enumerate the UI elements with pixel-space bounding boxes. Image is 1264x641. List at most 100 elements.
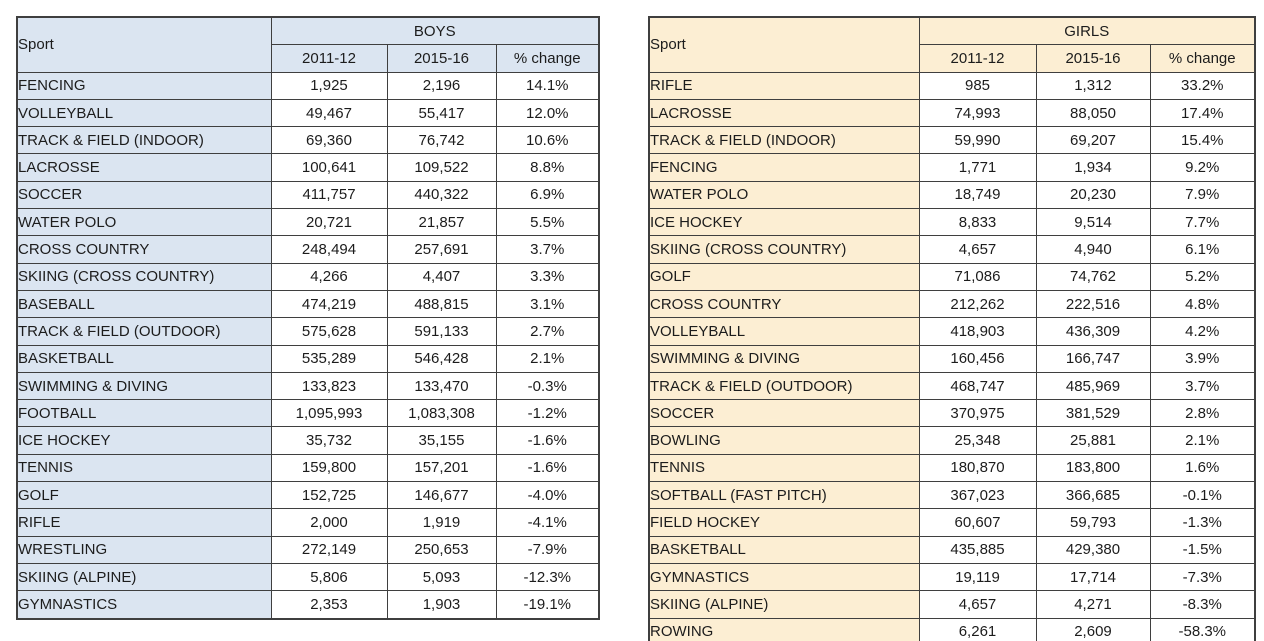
table-row: SOFTBALL (FAST PITCH) 367,023 366,685 -0.1% <box>648 481 1256 510</box>
pct-change-cell: 3.1% <box>495 289 600 319</box>
value-2015-16-cell: 2,196 <box>386 71 497 100</box>
sport-name-cell: TENNIS <box>16 453 272 483</box>
column-header-2015-16: 2015-16 <box>386 44 497 73</box>
value-2011-12-cell: 180,870 <box>918 453 1037 483</box>
value-2011-12-cell: 1,771 <box>918 153 1037 182</box>
value-2015-16-cell: 250,653 <box>386 535 497 564</box>
value-2015-16-cell: 17,714 <box>1035 562 1151 592</box>
sport-name-cell: GOLF <box>16 481 272 510</box>
table-row: CROSS COUNTRY 248,494 257,691 3.7% <box>16 235 600 264</box>
sport-name-cell: FOOTBALL <box>16 399 272 428</box>
sport-name-cell: SOCCER <box>16 180 272 210</box>
pct-change-cell: -58.3% <box>1149 617 1256 641</box>
table-row: FOOTBALL 1,095,993 1,083,308 -1.2% <box>16 399 600 428</box>
value-2015-16-cell: 1,919 <box>386 508 497 537</box>
pct-change-cell: 4.8% <box>1149 289 1256 319</box>
value-2011-12-cell: 100,641 <box>270 153 388 182</box>
pct-change-cell: 8.8% <box>495 153 600 182</box>
value-2015-16-cell: 109,522 <box>386 153 497 182</box>
sport-name-cell: SWIMMING & DIVING <box>648 344 920 373</box>
pct-change-cell: 15.4% <box>1149 126 1256 155</box>
pct-change-cell: 3.7% <box>495 235 600 264</box>
value-2015-16-cell: 381,529 <box>1035 399 1151 428</box>
table-row: FENCING 1,771 1,934 9.2% <box>648 153 1256 182</box>
sport-name-cell: SOFTBALL (FAST PITCH) <box>648 481 920 510</box>
table-row: SKIING (CROSS COUNTRY) 4,657 4,940 6.1% <box>648 235 1256 264</box>
sport-name-cell: SKIING (CROSS COUNTRY) <box>16 262 272 291</box>
value-2011-12-cell: 20,721 <box>270 208 388 237</box>
table-row: TRACK & FIELD (INDOOR) 59,990 69,207 15.4% <box>648 126 1256 155</box>
table-row: TRACK & FIELD (INDOOR) 69,360 76,742 10.6% <box>16 126 600 155</box>
sport-name-cell: WATER POLO <box>648 180 920 210</box>
sport-column-header: Sport <box>648 16 920 73</box>
column-header-pct-change: % change <box>1149 44 1256 73</box>
value-2015-16-cell: 157,201 <box>386 453 497 483</box>
sport-name-cell: RIFLE <box>648 71 920 100</box>
value-2015-16-cell: 146,677 <box>386 481 497 510</box>
pct-change-cell: -1.6% <box>495 453 600 483</box>
pct-change-cell: 3.7% <box>1149 371 1256 401</box>
sport-name-cell: BOWLING <box>648 426 920 455</box>
table-row: SKIING (CROSS COUNTRY) 4,266 4,407 3.3% <box>16 262 600 291</box>
pct-change-cell: 6.1% <box>1149 235 1256 264</box>
column-header-pct-change: % change <box>495 44 600 73</box>
value-2015-16-cell: 25,881 <box>1035 426 1151 455</box>
value-2015-16-cell: 591,133 <box>386 317 497 346</box>
table-row: VOLLEYBALL 418,903 436,309 4.2% <box>648 317 1256 346</box>
sport-name-cell: CROSS COUNTRY <box>648 289 920 319</box>
value-2011-12-cell: 59,990 <box>918 126 1037 155</box>
value-2015-16-cell: 21,857 <box>386 208 497 237</box>
sport-name-cell: LACROSSE <box>16 153 272 182</box>
value-2015-16-cell: 59,793 <box>1035 508 1151 537</box>
sport-name-cell: WATER POLO <box>16 208 272 237</box>
sport-name-cell: TENNIS <box>648 453 920 483</box>
pct-change-cell: 7.9% <box>1149 180 1256 210</box>
value-2011-12-cell: 2,000 <box>270 508 388 537</box>
pct-change-cell: 2.1% <box>495 344 600 373</box>
pct-change-cell: 12.0% <box>495 98 600 128</box>
table-header-row: Sport GIRLS <box>648 16 1256 73</box>
table-row: ICE HOCKEY 8,833 9,514 7.7% <box>648 208 1256 237</box>
sport-column-header: Sport <box>16 16 272 73</box>
pct-change-cell: 2.7% <box>495 317 600 346</box>
value-2011-12-cell: 8,833 <box>918 208 1037 237</box>
value-2011-12-cell: 35,732 <box>270 426 388 455</box>
sport-name-cell: BASEBALL <box>16 289 272 319</box>
pct-change-cell: 3.9% <box>1149 344 1256 373</box>
value-2015-16-cell: 35,155 <box>386 426 497 455</box>
value-2015-16-cell: 1,934 <box>1035 153 1151 182</box>
pct-change-cell: -19.1% <box>495 590 600 620</box>
value-2011-12-cell: 25,348 <box>918 426 1037 455</box>
value-2011-12-cell: 474,219 <box>270 289 388 319</box>
table-row: GOLF 71,086 74,762 5.2% <box>648 262 1256 291</box>
value-2011-12-cell: 71,086 <box>918 262 1037 291</box>
value-2011-12-cell: 435,885 <box>918 535 1037 564</box>
table-row: LACROSSE 100,641 109,522 8.8% <box>16 153 600 182</box>
value-2011-12-cell: 468,747 <box>918 371 1037 401</box>
pct-change-cell: 3.3% <box>495 262 600 291</box>
value-2011-12-cell: 69,360 <box>270 126 388 155</box>
value-2015-16-cell: 436,309 <box>1035 317 1151 346</box>
value-2011-12-cell: 1,095,993 <box>270 399 388 428</box>
value-2011-12-cell: 272,149 <box>270 535 388 564</box>
value-2011-12-cell: 535,289 <box>270 344 388 373</box>
value-2015-16-cell: 69,207 <box>1035 126 1151 155</box>
pct-change-cell: 7.7% <box>1149 208 1256 237</box>
table-row: FENCING 1,925 2,196 14.1% <box>16 71 600 100</box>
pct-change-cell: -4.1% <box>495 508 600 537</box>
pct-change-cell: -7.3% <box>1149 562 1256 592</box>
value-2011-12-cell: 19,119 <box>918 562 1037 592</box>
sport-name-cell: SKIING (ALPINE) <box>648 590 920 619</box>
value-2015-16-cell: 488,815 <box>386 289 497 319</box>
sport-name-cell: GOLF <box>648 262 920 291</box>
pct-change-cell: -0.3% <box>495 371 600 401</box>
value-2015-16-cell: 76,742 <box>386 126 497 155</box>
value-2015-16-cell: 9,514 <box>1035 208 1151 237</box>
value-2011-12-cell: 248,494 <box>270 235 388 264</box>
value-2011-12-cell: 575,628 <box>270 317 388 346</box>
pct-change-cell: 9.2% <box>1149 153 1256 182</box>
table-row: TRACK & FIELD (OUTDOOR) 468,747 485,969 3.7… <box>648 371 1256 401</box>
value-2011-12-cell: 367,023 <box>918 481 1037 510</box>
pct-change-cell: 10.6% <box>495 126 600 155</box>
